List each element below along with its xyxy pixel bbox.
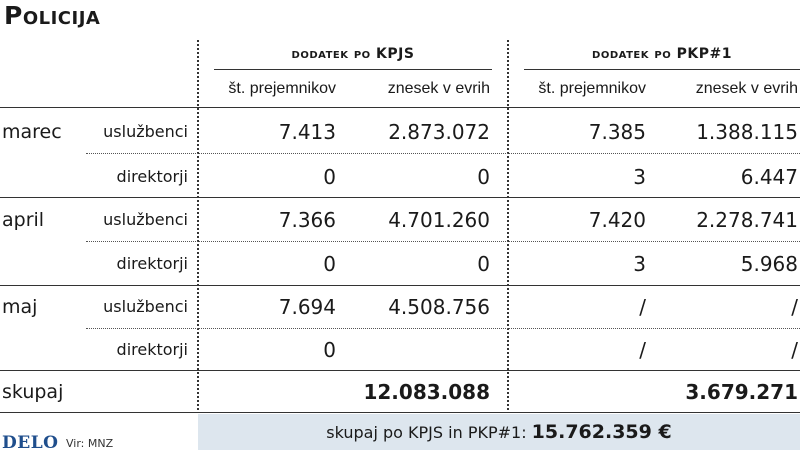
cell-pkp-count: 3 bbox=[633, 165, 646, 189]
row-type-direktorji: direktorji bbox=[116, 167, 188, 186]
group-rule-kpjs bbox=[214, 69, 492, 70]
divider-month-2 bbox=[0, 285, 800, 286]
cell-pkp-amount: / bbox=[791, 295, 798, 319]
cell-kpjs-count: 7.694 bbox=[278, 295, 336, 319]
cell-kpjs-amount bbox=[346, 330, 490, 370]
row-type-usluzbenci: uslužbenci bbox=[103, 210, 188, 229]
column-header-kpjs-count: št. prejemnikov bbox=[228, 80, 336, 97]
delo-logo: DELO bbox=[2, 433, 59, 453]
cell-pkp-amount: / bbox=[791, 338, 798, 362]
row-type-direktorji: direktorji bbox=[116, 254, 188, 273]
divider-total bbox=[0, 412, 800, 413]
divider-row-2 bbox=[86, 241, 800, 242]
summary-label: skupaj po KPJS in PKP#1: bbox=[326, 423, 527, 442]
cell-pkp-amount: 2.278.741 bbox=[696, 208, 798, 232]
separator-vertical-2 bbox=[507, 40, 509, 410]
total-kpjs: 12.083.088 bbox=[363, 380, 490, 404]
row-type-direktorji: direktorji bbox=[116, 340, 188, 359]
cell-kpjs-count: 0 bbox=[323, 338, 336, 362]
cell-kpjs-amount: 4.508.756 bbox=[388, 295, 490, 319]
row-month-april: april bbox=[2, 209, 45, 231]
row-month-marec: marec bbox=[2, 121, 62, 143]
summary-value: 15.762.359 € bbox=[531, 421, 672, 443]
cell-kpjs-count: 0 bbox=[323, 252, 336, 276]
cell-pkp-count: 3 bbox=[633, 252, 646, 276]
divider-row-3 bbox=[86, 328, 800, 329]
divider-row-1 bbox=[86, 153, 800, 154]
divider-header bbox=[0, 107, 800, 108]
cell-pkp-amount: 1.388.115 bbox=[696, 120, 798, 144]
row-type-usluzbenci: uslužbenci bbox=[103, 122, 188, 141]
cell-kpjs-count: 0 bbox=[323, 165, 336, 189]
group-header-pkp: dodatek po PKP#1 bbox=[592, 46, 732, 62]
separator-vertical-1 bbox=[197, 40, 199, 410]
divider-month-1 bbox=[0, 197, 800, 198]
cell-pkp-count: 7.420 bbox=[588, 208, 646, 232]
row-type-usluzbenci: uslužbenci bbox=[103, 297, 188, 316]
column-header-kpjs-amount: znesek v evrih bbox=[387, 80, 490, 97]
group-rule-pkp bbox=[524, 69, 800, 70]
cell-kpjs-amount: 0 bbox=[477, 165, 490, 189]
row-month-maj: maj bbox=[2, 296, 38, 318]
column-header-pkp-amount: znesek v evrih bbox=[695, 80, 798, 97]
cell-pkp-amount: 5.968 bbox=[740, 252, 798, 276]
summary-text: skupaj po KPJS in PKP#1: 15.762.359 € bbox=[198, 414, 800, 450]
cell-pkp-amount: 6.447 bbox=[740, 165, 798, 189]
cell-pkp-count: 7.385 bbox=[588, 120, 646, 144]
cell-kpjs-count: 7.413 bbox=[278, 120, 336, 144]
source-note: Vir: MNZ bbox=[66, 437, 114, 450]
total-label: skupaj bbox=[2, 381, 64, 403]
column-header-pkp-count: št. prejemnikov bbox=[538, 80, 646, 97]
cell-kpjs-amount: 4.701.260 bbox=[388, 208, 490, 232]
cell-kpjs-count: 7.366 bbox=[278, 208, 336, 232]
page-title: Policija bbox=[4, 1, 101, 30]
summary-bar bbox=[198, 414, 800, 450]
group-header-kpjs: dodatek po KPJS bbox=[291, 46, 415, 62]
cell-pkp-count: / bbox=[639, 295, 646, 319]
cell-kpjs-amount: 2.873.072 bbox=[388, 120, 490, 144]
cell-pkp-count: / bbox=[639, 338, 646, 362]
total-pkp: 3.679.271 bbox=[685, 380, 798, 404]
divider-month-3 bbox=[0, 370, 800, 371]
cell-kpjs-amount: 0 bbox=[477, 252, 490, 276]
